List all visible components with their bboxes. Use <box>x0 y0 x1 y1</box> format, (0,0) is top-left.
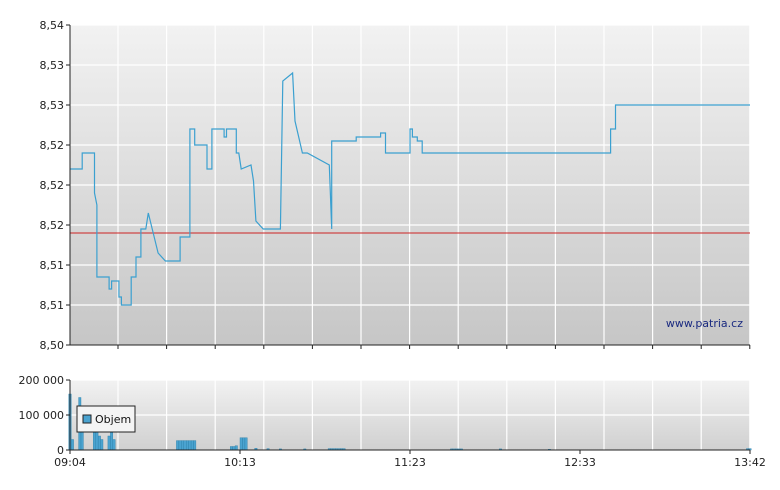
price-y-axis: 8,50 8,51 8,51 8,52 8,52 8,52 8,53 8,53 8,54 <box>40 19 70 352</box>
volume-bar <box>193 440 197 451</box>
volume-bar <box>176 440 179 451</box>
volume-bar <box>110 432 114 451</box>
volume-bar <box>190 440 194 451</box>
legend-swatch-icon <box>82 414 92 424</box>
price-series-line <box>70 71 750 306</box>
time-tick-label: 13:42 <box>734 456 766 469</box>
volume-bar <box>229 446 233 451</box>
volume-bar <box>242 437 246 451</box>
time-tick-label: 10:13 <box>224 456 256 469</box>
time-tick-label: 12:33 <box>564 456 596 469</box>
volume-grid <box>70 379 751 450</box>
price-panel: 8,50 8,51 8,51 8,52 8,52 8,52 8,53 8,53 8,54 www… <box>40 19 751 352</box>
volume-bar <box>183 440 187 451</box>
volume-bar <box>244 437 248 451</box>
volume-y-tick-label: 100 000 <box>19 409 65 422</box>
price-y-tick-label: 8,52 <box>40 219 65 232</box>
watermark: www.patria.cz <box>666 317 743 330</box>
volume-bar <box>70 439 74 451</box>
volume-bar <box>100 439 104 451</box>
volume-y-axis: 0 100 000 200 000 <box>19 374 70 457</box>
price-x-tick-marks <box>117 345 751 349</box>
time-tick-label: 09:04 <box>54 456 86 469</box>
price-y-tick-label: 8,53 <box>40 99 65 112</box>
time-axis-labels: 09:04 10:13 11:23 12:33 13:42 <box>54 450 766 469</box>
volume-bar <box>112 439 116 451</box>
volume-bar <box>239 437 243 451</box>
volume-bar <box>234 445 238 451</box>
price-y-tick-label: 8,51 <box>40 259 65 272</box>
price-y-tick-label: 8,52 <box>40 179 65 192</box>
price-y-tick-label: 8,50 <box>40 339 65 352</box>
legend-label: Objem <box>95 413 131 426</box>
price-y-tick-label: 8,53 <box>40 59 65 72</box>
volume-bar <box>185 440 189 451</box>
volume-legend: Objem <box>76 405 136 433</box>
volume-bar <box>97 435 101 451</box>
volume-y-tick-label: 0 <box>57 444 64 457</box>
price-y-tick-label: 8,51 <box>40 299 65 312</box>
price-y-tick-label: 8,52 <box>40 139 65 152</box>
price-y-tick-label: 8,54 <box>40 19 65 32</box>
volume-y-tick-label: 200 000 <box>19 374 65 387</box>
volume-panel: 0 100 000 200 000 09:04 10:13 11:23 12:33 13:4… <box>19 374 766 469</box>
volume-bar <box>93 432 96 451</box>
volume-bar <box>188 440 192 451</box>
volume-bar <box>178 440 182 451</box>
time-tick-label: 11:23 <box>394 456 426 469</box>
volume-bar <box>181 440 184 451</box>
volume-bar <box>107 435 111 451</box>
volume-bar <box>232 446 236 451</box>
